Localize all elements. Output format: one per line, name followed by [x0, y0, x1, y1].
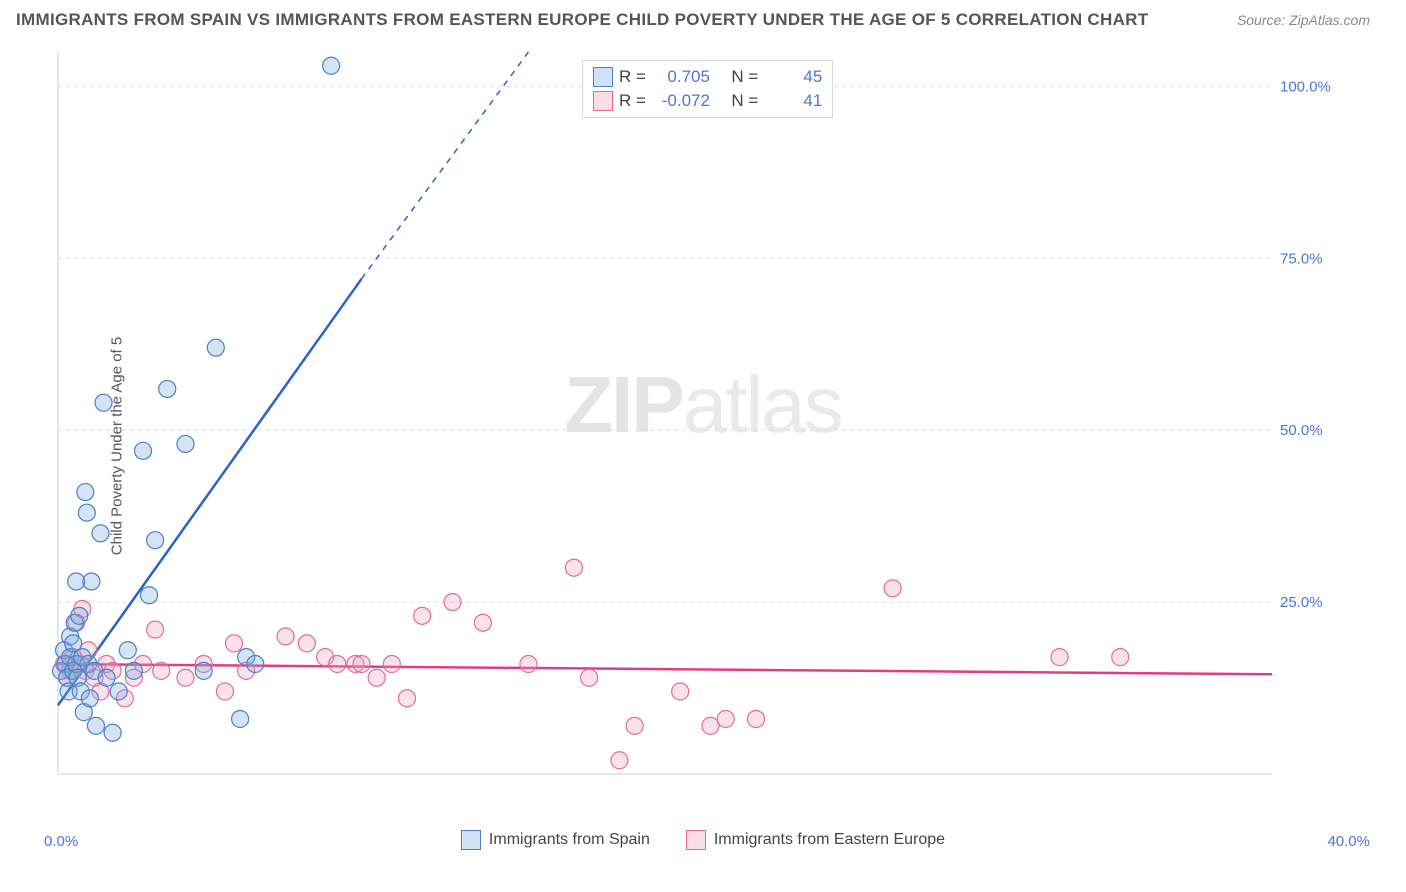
r-value-pink: -0.072	[652, 91, 710, 111]
svg-text:75.0%: 75.0%	[1280, 250, 1323, 267]
source-attribution: Source: ZipAtlas.com	[1237, 12, 1370, 28]
legend-item-pink: Immigrants from Eastern Europe	[686, 830, 945, 850]
scatter-plot-svg: 25.0% 50.0% 75.0% 100.0%	[52, 46, 1332, 804]
chart-title: IMMIGRANTS FROM SPAIN VS IMMIGRANTS FROM…	[16, 10, 1148, 30]
legend-label-pink: Immigrants from Eastern Europe	[714, 831, 945, 849]
svg-text:25.0%: 25.0%	[1280, 594, 1323, 611]
r-label: R =	[619, 91, 646, 111]
svg-text:100.0%: 100.0%	[1280, 78, 1331, 95]
n-label: N =	[731, 67, 758, 87]
correlation-legend: R = 0.705 N = 45 R = -0.072 N = 41	[582, 60, 833, 118]
plot-region: 25.0% 50.0% 75.0% 100.0% R = 0.705 N = 45 R…	[52, 46, 1332, 804]
n-value-blue: 45	[764, 67, 822, 87]
r-value-blue: 0.705	[652, 67, 710, 87]
legend-swatch-blue	[593, 67, 613, 87]
legend-swatch-pink	[686, 830, 706, 850]
legend-label-blue: Immigrants from Spain	[489, 831, 650, 849]
legend-item-blue: Immigrants from Spain	[461, 830, 650, 850]
source-prefix: Source:	[1237, 12, 1289, 28]
legend-row-pink: R = -0.072 N = 41	[593, 89, 822, 113]
n-value-pink: 41	[764, 91, 822, 111]
n-label: N =	[731, 91, 758, 111]
legend-swatch-pink	[593, 91, 613, 111]
legend-swatch-blue	[461, 830, 481, 850]
chart-area: Child Poverty Under the Age of 5 ZIPatla…	[0, 36, 1406, 856]
svg-text:50.0%: 50.0%	[1280, 422, 1323, 439]
source-link[interactable]: ZipAtlas.com	[1289, 12, 1370, 28]
legend-row-blue: R = 0.705 N = 45	[593, 65, 822, 89]
r-label: R =	[619, 67, 646, 87]
series-legend: Immigrants from Spain Immigrants from Ea…	[0, 830, 1406, 850]
